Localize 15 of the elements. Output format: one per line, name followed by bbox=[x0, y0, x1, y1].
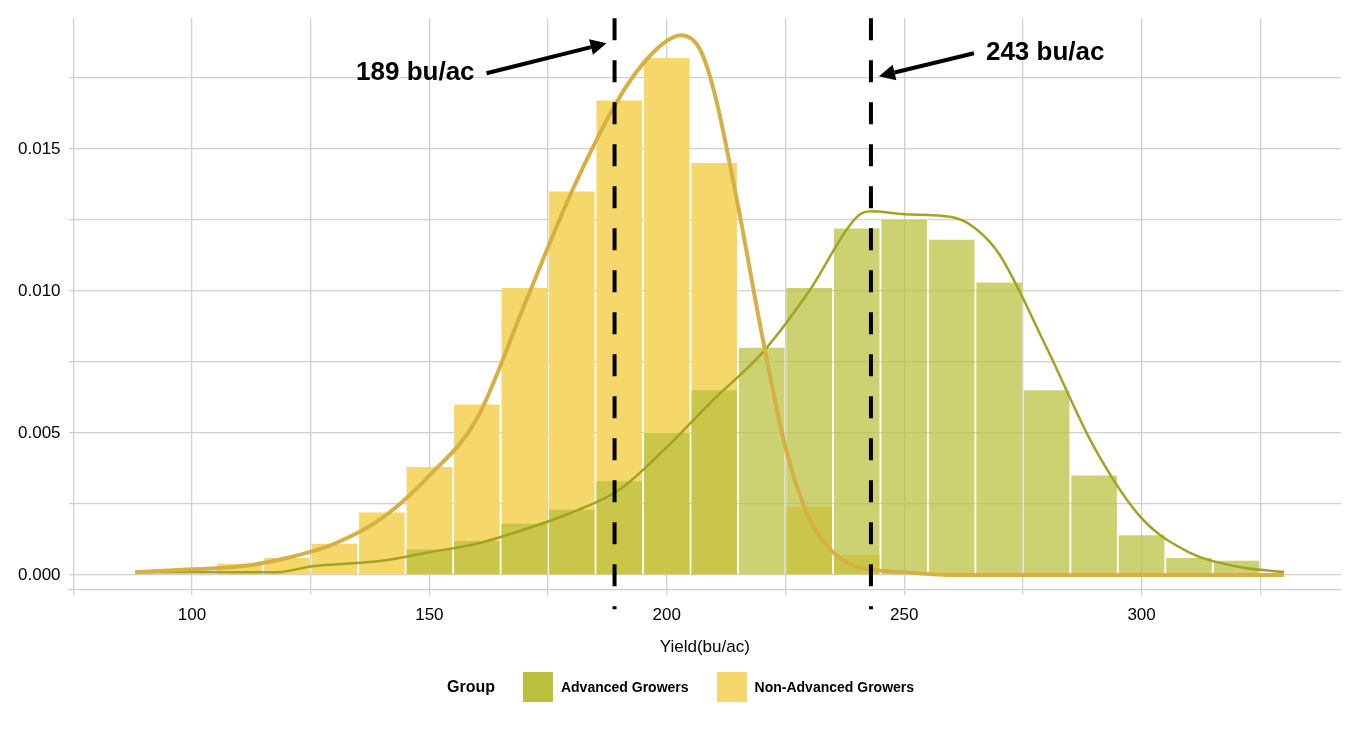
legend-title: Group bbox=[446, 678, 495, 696]
annotation: 189 bu/ac bbox=[356, 56, 475, 87]
y-tick-label: 0.010 bbox=[17, 280, 61, 300]
legend-label: Advanced Growers bbox=[560, 677, 689, 697]
y-tick-label: 0.015 bbox=[17, 138, 61, 158]
x-tick-label: 200 bbox=[652, 605, 681, 625]
y-tick-label: 0.000 bbox=[17, 564, 61, 584]
x-tick-label: 250 bbox=[890, 605, 919, 625]
x-axis-title: Yield(bu/ac) bbox=[659, 637, 750, 657]
legend-label: Non-Advanced Growers bbox=[754, 677, 915, 697]
x-tick-label: 300 bbox=[1127, 605, 1156, 625]
y-tick-label: 0.005 bbox=[17, 422, 61, 442]
annotation: 243 bu/ac bbox=[985, 36, 1105, 67]
x-tick-label: 100 bbox=[177, 605, 207, 625]
x-tick-label: 150 bbox=[415, 605, 444, 625]
